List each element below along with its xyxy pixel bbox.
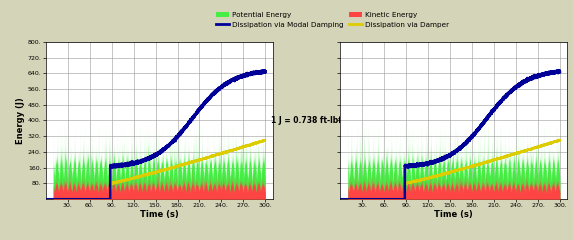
X-axis label: Time (s): Time (s): [140, 210, 179, 219]
Y-axis label: Energy (J): Energy (J): [16, 97, 25, 144]
Legend: Potential Energy, Dissipation via Modal Damping, Kinetic Energy, Dissipation via: Potential Energy, Dissipation via Modal …: [213, 9, 452, 30]
X-axis label: Time (s): Time (s): [434, 210, 473, 219]
Text: 1 J = 0.738 ft-lbf: 1 J = 0.738 ft-lbf: [271, 116, 342, 125]
